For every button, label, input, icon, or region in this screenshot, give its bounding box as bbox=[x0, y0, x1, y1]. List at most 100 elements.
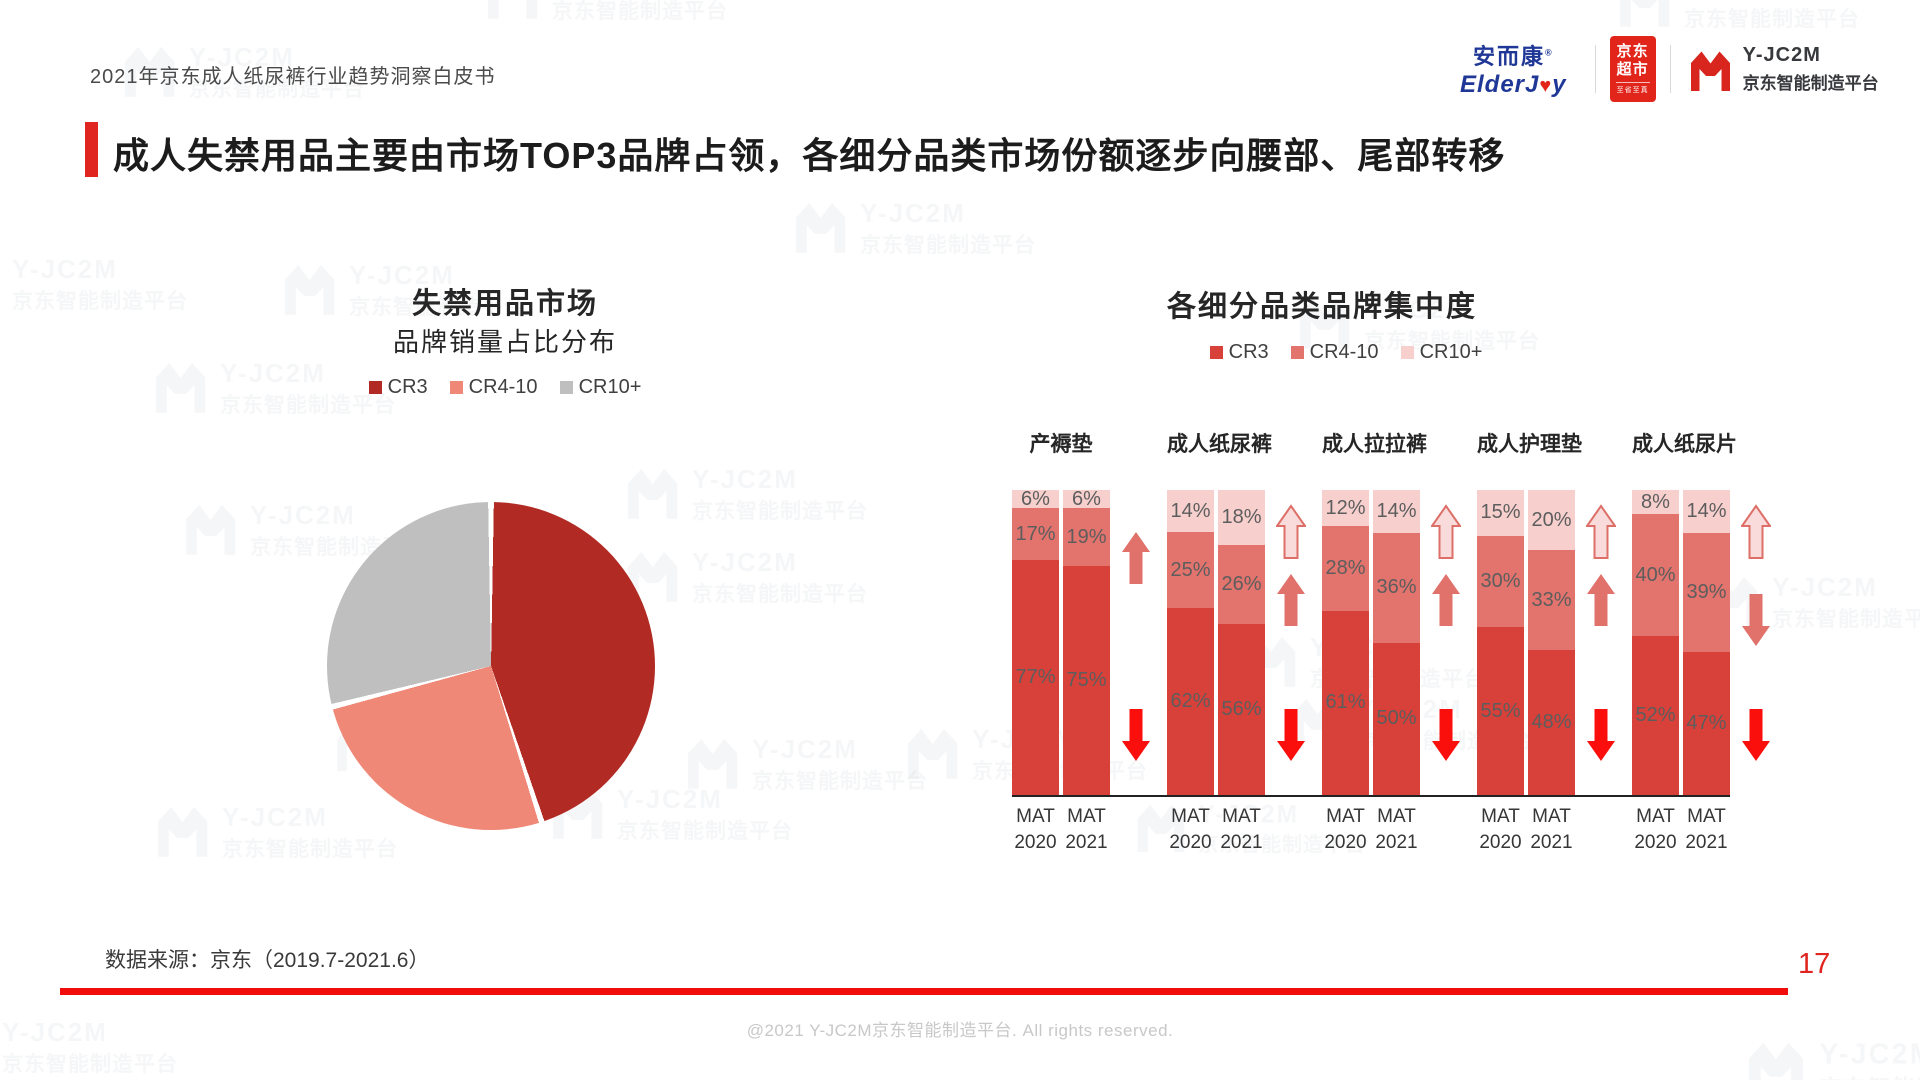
trend-arrow-down-red-icon bbox=[1432, 709, 1460, 761]
bar-segment-cr10-: 6% bbox=[1063, 487, 1110, 510]
bar-value-label: 50% bbox=[1376, 707, 1417, 730]
bar-group-成人护理垫: 成人护理垫 15% 30% 55% MAT 2020 20% 33% 48% MAT 2021 bbox=[1477, 428, 1632, 898]
bar-segment-cr3: 52% bbox=[1632, 636, 1679, 795]
category-label: 成人纸尿片 bbox=[1632, 433, 1737, 456]
elderjoy-logo: 安而康® ElderJ♥y bbox=[1460, 44, 1567, 98]
yjc2m-mark-icon bbox=[796, 202, 846, 253]
pie-legend: CR3 CR4-10 CR10+ bbox=[295, 376, 715, 399]
bar-value-label: 12% bbox=[1325, 496, 1366, 519]
bar-segment-cr10-: 14% bbox=[1167, 490, 1214, 533]
bar-segment-cr3: 55% bbox=[1477, 627, 1524, 795]
bar-segment-cr3: 61% bbox=[1322, 610, 1369, 795]
legend-label: CR4-10 bbox=[1309, 341, 1379, 363]
bar-segment-cr10-: 15% bbox=[1477, 490, 1524, 536]
elderjoy-cn-text: 安而康 bbox=[1472, 44, 1545, 69]
bar-value-label: 17% bbox=[1015, 522, 1056, 545]
yjc2m-watermark: Y-JC2M京东智能制造平台 bbox=[480, 0, 728, 25]
title-accent-bar bbox=[85, 122, 98, 177]
pie-chart-title: 失禁用品市场 bbox=[411, 288, 598, 320]
bar-value-label: 56% bbox=[1221, 698, 1262, 721]
category-label: 成人拉拉裤 bbox=[1322, 433, 1427, 456]
yjc2m-logo: Y-JC2M 京东智能制造平台 bbox=[1685, 43, 1879, 95]
bar-segment-cr10-: 8% bbox=[1632, 490, 1679, 515]
trend-arrow-up-outline-icon bbox=[1586, 504, 1616, 559]
logo-bar: 安而康® ElderJ♥y 京东 超市 至省至真 Y-JC2M 京东智能制造平台 bbox=[1460, 34, 1879, 104]
bar-value-label: 61% bbox=[1325, 691, 1366, 714]
yjc2m-mark-icon bbox=[158, 806, 208, 857]
bar-value-label: 26% bbox=[1221, 573, 1262, 596]
bar-segment-cr3: 56% bbox=[1218, 624, 1265, 795]
legend-label: CR10+ bbox=[1419, 341, 1483, 363]
x-axis-label: MAT 2020 bbox=[1324, 806, 1367, 853]
stacked-bar-MAT-2020: 8% 40% 52% bbox=[1632, 490, 1679, 795]
yjc2m-mark-icon bbox=[1748, 1042, 1803, 1080]
x-axis-label: MAT 2020 bbox=[1634, 806, 1677, 853]
legend-swatch bbox=[368, 381, 382, 394]
category-label: 成人纸尿裤 bbox=[1167, 433, 1272, 456]
stacked-bar-MAT-2020: 14% 25% 62% bbox=[1167, 490, 1214, 795]
x-axis-label: MAT 2021 bbox=[1065, 806, 1108, 853]
bar-segment-cr10-: 12% bbox=[1322, 490, 1369, 527]
bar-value-label: 20% bbox=[1531, 508, 1572, 531]
legend-item-cr3: CR3 bbox=[368, 376, 428, 399]
bar-segment-cr10-: 14% bbox=[1373, 490, 1420, 533]
stacked-bar-MAT-2021: 14% 39% 47% bbox=[1683, 490, 1730, 795]
yjc2m-name: Y-JC2M bbox=[1742, 44, 1821, 66]
trend-arrow-up-outline-icon bbox=[1276, 504, 1306, 559]
x-axis-label: MAT 2020 bbox=[1014, 806, 1057, 853]
category-label: 产褥垫 bbox=[1029, 433, 1093, 456]
heart-icon: ♥ bbox=[1539, 75, 1553, 97]
yjc2m-subtitle: 京东智能制造平台 bbox=[1742, 74, 1879, 93]
bar-segment-cr4-10: 26% bbox=[1218, 544, 1265, 625]
stacked-bar-MAT-2020: 15% 30% 55% bbox=[1477, 490, 1524, 795]
bar-group-成人拉拉裤: 成人拉拉裤 12% 28% 61% MAT 2020 14% 36% 50% MAT 2021 bbox=[1322, 428, 1477, 898]
yjc2m-mark-icon bbox=[1690, 51, 1730, 91]
bar-segment-cr10-: 18% bbox=[1218, 490, 1265, 545]
legend-swatch bbox=[1400, 346, 1414, 359]
bar-segment-cr3: 47% bbox=[1683, 651, 1730, 795]
x-axis-label: MAT 2021 bbox=[1685, 806, 1728, 853]
category-label: 成人护理垫 bbox=[1477, 433, 1582, 456]
bar-segment-cr10-: 14% bbox=[1683, 490, 1730, 533]
bar-segment-cr3: 77% bbox=[1012, 560, 1059, 795]
bar-value-label: 52% bbox=[1635, 704, 1676, 727]
jd-logo-line2: 超市 bbox=[1616, 61, 1649, 78]
logo-divider bbox=[1594, 45, 1596, 93]
bar-segment-cr4-10: 25% bbox=[1167, 532, 1214, 608]
legend-swatch bbox=[449, 381, 463, 394]
yjc2m-mark-icon bbox=[1620, 0, 1670, 27]
trend-arrow-up-solid-icon bbox=[1122, 532, 1150, 584]
bar-segment-cr4-10: 40% bbox=[1632, 514, 1679, 637]
legend-swatch bbox=[559, 381, 573, 394]
page-number: 17 bbox=[1798, 948, 1831, 980]
stacked-bar-MAT-2021: 14% 36% 50% bbox=[1373, 490, 1420, 795]
deck-title-note: 2021年京东成人纸尿裤行业趋势洞察白皮书 bbox=[90, 66, 496, 88]
bar-group-成人纸尿裤: 成人纸尿裤 14% 25% 62% MAT 2020 18% 26% 56% MAT 2021 bbox=[1167, 428, 1322, 898]
x-axis-label: MAT 2021 bbox=[1220, 806, 1263, 853]
pie-chart-subtitle: 品牌销量占比分布 bbox=[392, 327, 617, 357]
bar-value-label: 47% bbox=[1686, 711, 1727, 734]
bar-chart: 产褥垫 6% 17% 77% MAT 2020 6% 19% 75% MAT 2021 成人纸尿裤 14… bbox=[1012, 428, 1802, 898]
bar-value-label: 6% bbox=[1072, 487, 1101, 510]
bar-value-label: 77% bbox=[1015, 666, 1056, 689]
jd-logo-line1: 京东 bbox=[1616, 43, 1649, 60]
stacked-bar-MAT-2021: 6% 19% 75% bbox=[1063, 487, 1110, 795]
bar-segment-cr3: 75% bbox=[1063, 566, 1110, 795]
bar-segment-cr4-10: 33% bbox=[1528, 550, 1575, 651]
copyright-footer: @2021 Y-JC2M京东智能制造平台. All rights reserve… bbox=[746, 1021, 1174, 1040]
bar-value-label: 8% bbox=[1641, 490, 1670, 513]
trend-arrow-up-outline-icon bbox=[1431, 504, 1461, 559]
bar-segment-cr3: 50% bbox=[1373, 642, 1420, 795]
elderjoy-en-text: ElderJ bbox=[1460, 71, 1540, 98]
bar-value-label: 15% bbox=[1480, 501, 1521, 524]
bar-segment-cr3: 62% bbox=[1167, 607, 1214, 795]
footer-divider-line bbox=[60, 988, 1788, 995]
bar-value-label: 19% bbox=[1066, 525, 1107, 548]
jd-supermarket-logo: 京东 超市 至省至真 bbox=[1609, 36, 1656, 102]
yjc2m-mark-icon bbox=[688, 738, 738, 789]
